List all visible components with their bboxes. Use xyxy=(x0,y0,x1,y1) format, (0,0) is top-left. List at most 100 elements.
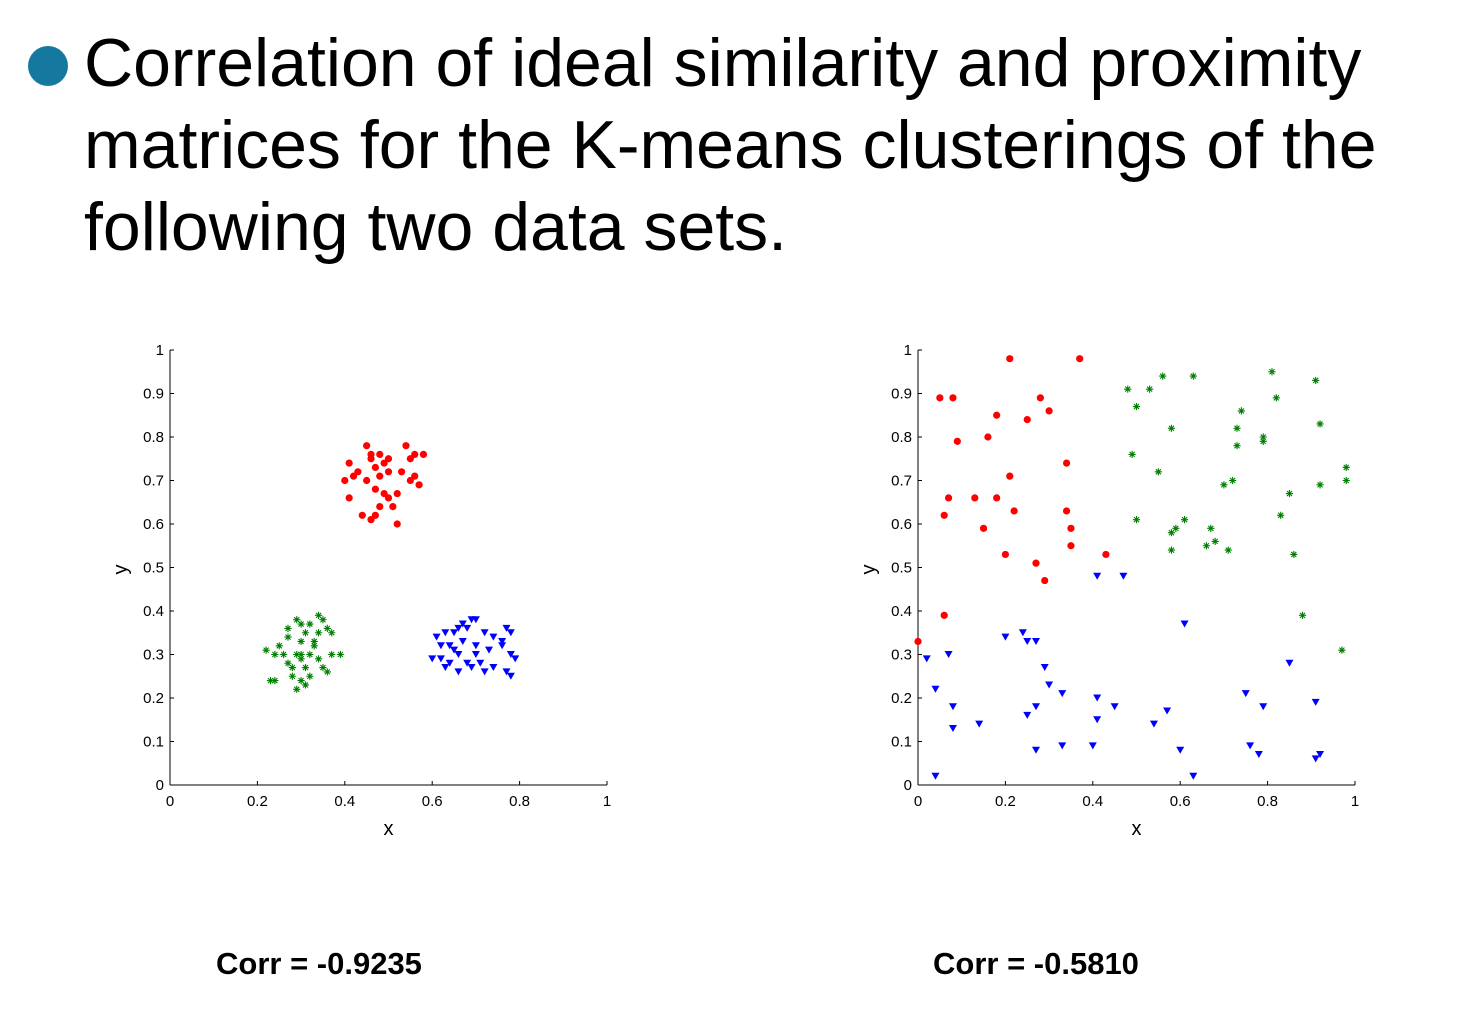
data-point xyxy=(411,472,419,480)
data-point xyxy=(297,620,305,628)
series-star xyxy=(262,611,345,693)
data-point xyxy=(288,663,296,672)
data-point xyxy=(1220,481,1228,489)
data-point xyxy=(367,450,375,458)
data-point xyxy=(389,503,397,511)
series-triangle-down xyxy=(922,572,1325,780)
x-tick-label: 1 xyxy=(603,793,611,810)
data-point xyxy=(436,642,445,650)
data-point xyxy=(1180,516,1189,524)
data-point xyxy=(458,620,467,628)
x-tick-label: 0 xyxy=(914,793,922,810)
data-point xyxy=(301,629,310,637)
x-tick-label: 0.2 xyxy=(995,793,1016,810)
data-point xyxy=(393,520,401,528)
series-circle xyxy=(341,442,428,528)
x-tick-label: 0.6 xyxy=(422,793,443,810)
data-point xyxy=(1246,742,1255,750)
y-tick-label: 1 xyxy=(904,342,912,359)
data-point xyxy=(1102,550,1110,559)
data-point xyxy=(940,611,948,619)
data-point xyxy=(376,450,384,458)
data-point xyxy=(1254,751,1263,759)
x-tick-label: 0.6 xyxy=(1170,793,1191,810)
data-point xyxy=(1316,481,1324,489)
data-point xyxy=(922,655,931,663)
x-tick-label: 0 xyxy=(166,793,174,810)
data-point xyxy=(480,668,489,676)
data-point xyxy=(511,655,520,663)
data-point xyxy=(293,616,301,624)
data-point xyxy=(376,472,384,480)
data-point xyxy=(1088,742,1097,750)
data-point xyxy=(297,677,305,685)
y-axis-label: y xyxy=(110,565,132,575)
data-point xyxy=(1110,703,1119,711)
data-point xyxy=(948,703,957,711)
data-point xyxy=(1311,698,1320,706)
x-tick-label: 0.8 xyxy=(1257,793,1278,810)
data-point xyxy=(1202,542,1211,550)
data-point xyxy=(262,646,270,654)
data-point xyxy=(1237,407,1245,415)
data-point xyxy=(948,724,957,732)
data-point xyxy=(441,629,450,637)
data-point xyxy=(1167,529,1176,537)
data-point xyxy=(328,629,336,637)
data-point xyxy=(376,503,384,511)
data-point xyxy=(428,655,437,663)
bullet-text: Correlation of ideal similarity and prox… xyxy=(84,25,1377,265)
data-point xyxy=(1036,394,1044,402)
data-point xyxy=(419,450,428,458)
data-point xyxy=(371,485,379,493)
data-point xyxy=(1159,372,1167,380)
data-point xyxy=(393,489,401,498)
y-tick-label: 0.8 xyxy=(891,429,912,446)
data-point xyxy=(354,468,362,476)
data-point xyxy=(301,663,310,672)
data-point xyxy=(1132,402,1141,411)
data-point xyxy=(349,472,358,480)
data-point xyxy=(314,629,323,637)
data-point xyxy=(297,650,305,659)
data-point xyxy=(480,629,489,637)
data-point xyxy=(489,664,498,672)
data-point xyxy=(1067,542,1075,550)
data-point xyxy=(1119,572,1128,580)
data-point xyxy=(310,637,318,646)
y-tick-label: 0 xyxy=(156,777,164,794)
data-point xyxy=(450,646,459,654)
y-tick-label: 0.9 xyxy=(143,386,164,403)
data-point xyxy=(936,394,944,402)
data-point xyxy=(288,672,296,680)
data-point xyxy=(1285,489,1294,498)
x-tick-label: 0.8 xyxy=(509,793,530,810)
data-point xyxy=(328,650,336,659)
data-point xyxy=(319,616,327,624)
data-point xyxy=(1062,459,1071,467)
data-point xyxy=(1311,755,1320,763)
data-point xyxy=(345,459,353,467)
data-point xyxy=(1224,546,1232,554)
data-point xyxy=(1010,507,1018,515)
data-point xyxy=(953,437,961,445)
data-point xyxy=(1058,690,1067,698)
data-point xyxy=(1041,576,1049,585)
data-point xyxy=(301,681,310,689)
data-point xyxy=(323,668,331,676)
data-point xyxy=(1290,550,1298,559)
data-point xyxy=(371,511,379,519)
data-point xyxy=(1006,355,1014,363)
data-point xyxy=(436,655,445,663)
data-point xyxy=(454,668,463,676)
data-point xyxy=(1298,611,1307,619)
x-tick-label: 0.4 xyxy=(334,793,355,810)
scatter-plot-right: 0 0.2 0.4 0.6 0.8 1 0 0.1 0.2 0.3 0.4 0.5 0.6 0.7 0.8 0… xyxy=(858,342,1359,840)
data-point xyxy=(944,494,953,502)
data-point xyxy=(384,455,393,463)
data-point xyxy=(284,659,292,667)
x-axis-label: x xyxy=(384,818,394,840)
data-point xyxy=(502,668,511,676)
y-tick-label: 0.4 xyxy=(891,603,912,620)
data-point xyxy=(1229,476,1237,485)
